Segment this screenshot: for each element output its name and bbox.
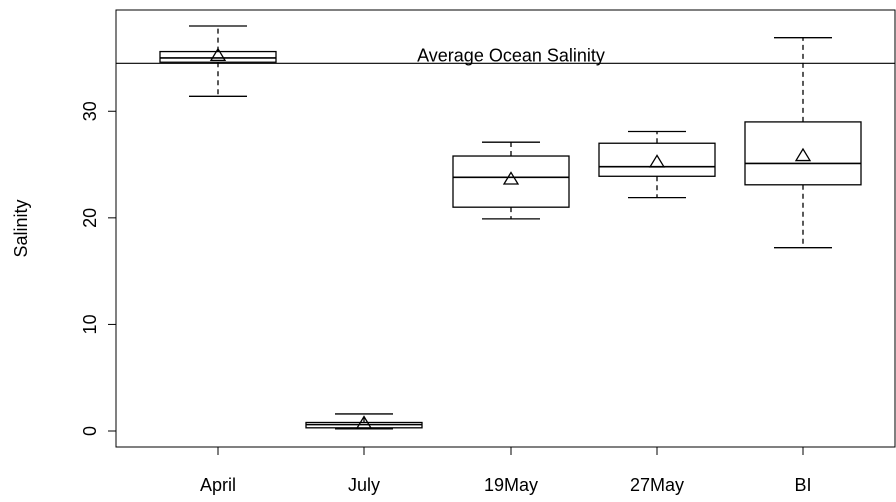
iqr-box [598,142,716,177]
iqr-box [744,121,862,186]
mean-marker [502,171,520,185]
x-tick-label: 19May [484,475,538,495]
y-axis-label: Salinity [11,199,31,257]
iqr-box [159,50,277,63]
x-tick-label: 27May [630,475,684,495]
x-tick-label: BI [794,475,811,495]
mean-marker [794,147,812,162]
x-tick-label: July [348,475,380,495]
y-axis: 0 10 20 30 [80,101,116,436]
x-axis: April July 19May 27May BI [200,447,812,495]
box-July [305,413,423,430]
mean-marker [209,47,227,62]
y-tick-label: 0 [80,426,100,436]
y-tick-label: 10 [80,314,100,334]
x-tick-label: April [200,475,236,495]
box-19May [452,141,570,220]
y-tick-label: 20 [80,208,100,228]
mean-marker [648,154,666,168]
reference-line-label: Average Ocean Salinity [417,45,605,65]
y-tick-label: 30 [80,101,100,121]
mean-marker [355,415,373,429]
box-BI [744,37,862,249]
box-April [159,25,277,97]
boxes [159,25,862,430]
plot-frame [115,9,896,448]
iqr-box [452,155,570,208]
box-27May [598,130,716,199]
